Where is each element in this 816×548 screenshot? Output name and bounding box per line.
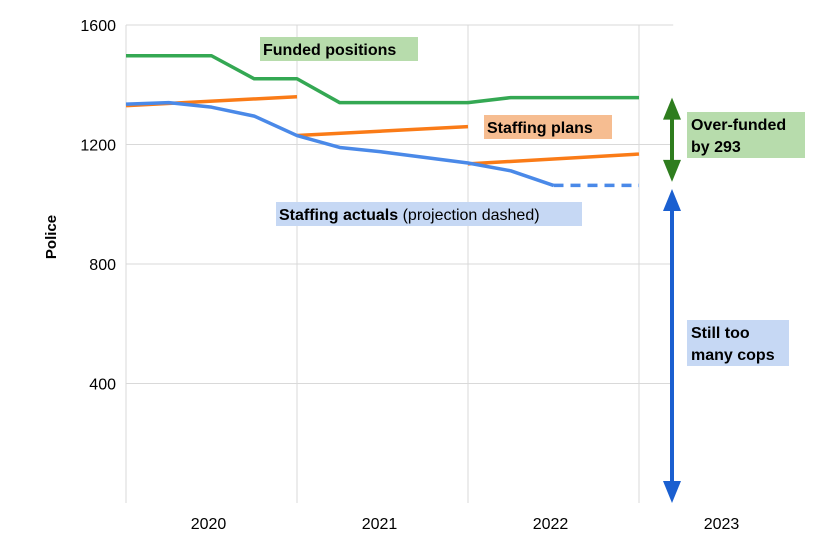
- y-tick-label: 1600: [80, 18, 116, 35]
- funded-label: Funded positions: [263, 42, 396, 59]
- range-arrows: [663, 97, 681, 503]
- x-tick-label: 2021: [362, 516, 398, 533]
- toomany-label-line2: many cops: [691, 347, 775, 364]
- overfunded-label-line2: by 293: [691, 139, 741, 156]
- x-tick-label: 2023: [704, 516, 740, 533]
- toomany-label-bg: [687, 320, 789, 366]
- staffing-actuals-line: [125, 100, 555, 188]
- overfunded-label-line1: Over-funded: [691, 117, 786, 134]
- overfunded-arrow-head-up: [663, 97, 681, 120]
- x-tick-labels: 2020 2021 2022 2023: [191, 516, 740, 533]
- plans-label-bg: [484, 115, 612, 139]
- actuals-label-rest: (projection dashed): [398, 207, 539, 224]
- y-tick-label: 1200: [80, 138, 116, 155]
- y-axis-label: Police: [43, 215, 60, 259]
- actuals-label-bg: [276, 202, 582, 226]
- overfunded-arrow-head-down: [663, 159, 681, 182]
- y-tick-label: 400: [89, 377, 116, 394]
- toomany-arrow-head-up: [663, 189, 681, 212]
- staffing-plans-line: [296, 124, 469, 138]
- overfunded-label-bg: [687, 112, 805, 158]
- y-tick-labels: 400 800 1200 1600: [80, 18, 116, 394]
- staffing-plans-line: [467, 152, 640, 166]
- y-tick-label: 800: [89, 257, 116, 274]
- toomany-arrow: [663, 189, 681, 503]
- funded-positions-line: [126, 54, 639, 105]
- actuals-label: Staffing actuals (projection dashed): [279, 207, 540, 224]
- plans-label: Staffing plans: [487, 120, 593, 137]
- actuals-label-bold: Staffing actuals: [279, 207, 398, 224]
- series-lines: [125, 54, 640, 188]
- toomany-arrow-head-down: [663, 481, 681, 503]
- x-tick-label: 2020: [191, 516, 227, 533]
- x-tick-label: 2022: [533, 516, 569, 533]
- toomany-label-line1: Still too: [691, 325, 750, 342]
- funded-label-bg: [260, 37, 418, 61]
- overfunded-arrow: [663, 97, 681, 182]
